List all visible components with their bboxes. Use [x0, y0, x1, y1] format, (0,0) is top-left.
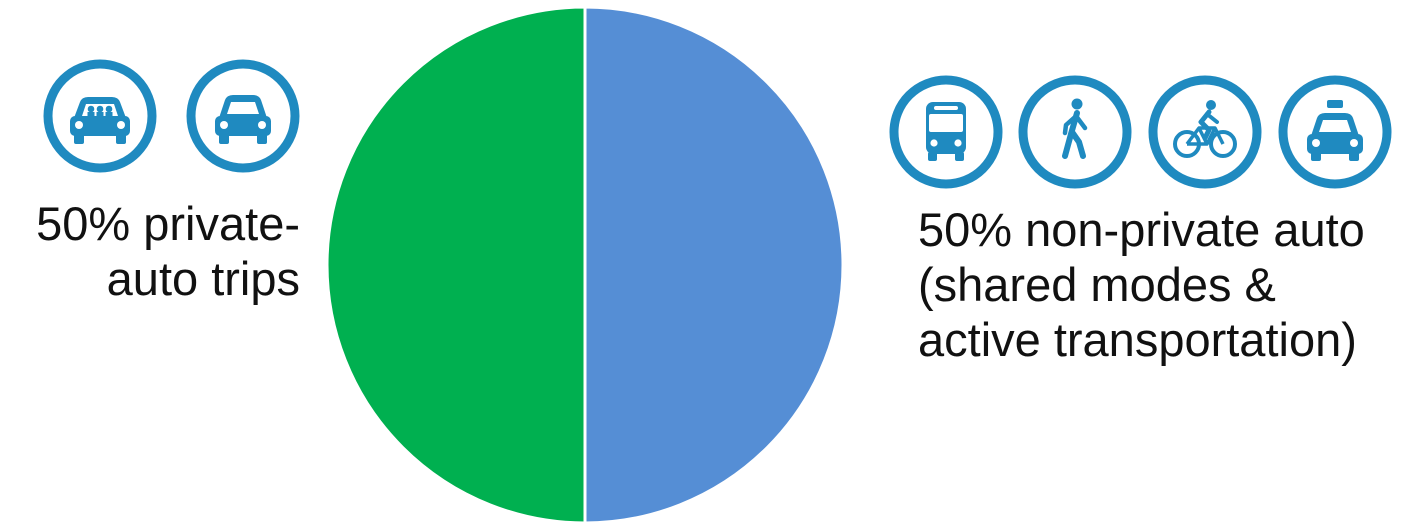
- non-private-auto-label-line-1: 50% non-private auto: [918, 203, 1365, 256]
- private-auto-label-line-1: 50% private-: [36, 197, 300, 250]
- pie-slice-2: [325, 5, 587, 525]
- car-icon: [186, 59, 300, 173]
- taxi-icon: [1278, 75, 1392, 189]
- pie-slice-1: [583, 5, 845, 525]
- bus-icon: [889, 75, 1003, 189]
- pedestrian-icon: [1018, 75, 1132, 189]
- bicycle-icon: [1148, 75, 1262, 189]
- non-private-auto-label-line-3: active transportation): [918, 313, 1357, 366]
- carpool-icon: [43, 59, 157, 173]
- private-auto-label-line-2: auto trips: [106, 252, 300, 305]
- private-auto-label: 50% private- auto trips: [0, 196, 300, 306]
- non-private-auto-label: 50% non-private auto (shared modes & act…: [918, 202, 1398, 367]
- non-private-auto-label-line-2: (shared modes &: [918, 258, 1276, 311]
